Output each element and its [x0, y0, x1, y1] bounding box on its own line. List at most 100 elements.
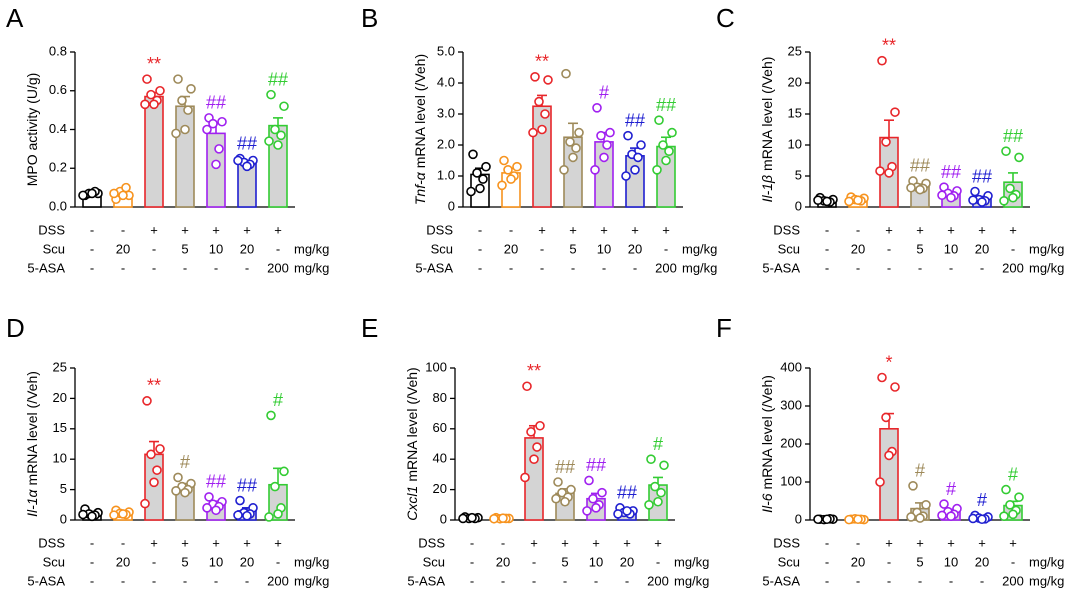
data-point — [177, 95, 187, 106]
data-point — [1001, 484, 1011, 495]
treatment-cell: + — [561, 535, 569, 550]
treatment-label: Scu — [43, 554, 65, 569]
treatment-cell: - — [825, 241, 829, 256]
data-point — [658, 140, 668, 150]
significance-label: * — [885, 352, 892, 372]
data-point — [543, 75, 553, 85]
y-axis-label-gene: Il-1β — [759, 175, 775, 202]
data-point — [242, 510, 252, 521]
y-tick-label: 0 — [60, 511, 67, 526]
y-tick-label: 15 — [53, 420, 67, 435]
data-point — [890, 382, 900, 392]
treatment-cell: 10 — [944, 241, 958, 256]
data-point — [553, 477, 563, 487]
treatment-label: 5-ASA — [27, 260, 65, 275]
y-tick-label: 0 — [440, 511, 447, 526]
y-axis-label: Tnf-α mRNA level (/Veh) — [412, 54, 428, 205]
panel-letter: C — [716, 3, 735, 33]
data-point — [1001, 146, 1011, 156]
data-point — [822, 514, 832, 525]
data-point — [659, 460, 669, 471]
treatment-cell: + — [631, 222, 639, 237]
data-point — [512, 161, 522, 172]
treatment-cell: - — [245, 573, 249, 588]
data-point — [884, 450, 894, 461]
treatment-cell: - — [918, 260, 922, 275]
treatment-cell: - — [470, 535, 474, 550]
treatment-cell: 5 — [561, 554, 568, 569]
treatment-cell: - — [949, 573, 953, 588]
data-point — [540, 109, 550, 119]
data-point — [560, 496, 570, 507]
treatment-cell: - — [90, 535, 94, 550]
treatment-cell: 200 — [1002, 260, 1024, 275]
treatment-cell: + — [978, 535, 986, 550]
treatment-cell: - — [887, 241, 891, 256]
data-point — [915, 184, 925, 195]
data-point — [582, 506, 592, 516]
data-point — [214, 144, 224, 154]
treatment-cell: 5 — [916, 241, 923, 256]
data-point — [937, 190, 947, 201]
treatment-unit: mg/kg — [1029, 241, 1064, 256]
data-point — [999, 196, 1009, 206]
treatment-unit: mg/kg — [1029, 554, 1064, 569]
data-point — [592, 103, 602, 113]
data-point — [233, 510, 243, 520]
data-point — [142, 396, 152, 406]
data-point — [939, 499, 949, 509]
data-point — [146, 449, 156, 460]
treatment-cell: - — [121, 573, 125, 588]
treatment-cell: 200 — [655, 260, 677, 275]
significance-label: ## — [617, 483, 637, 503]
treatment-label: 5-ASA — [762, 260, 800, 275]
significance-label: # — [273, 390, 283, 410]
treatment-cell: + — [654, 535, 662, 550]
significance-label: ## — [206, 472, 226, 492]
treatment-cell: 200 — [1002, 573, 1024, 588]
treatment-cell: - — [949, 260, 953, 275]
data-point — [458, 513, 468, 524]
treatment-unit: mg/kg — [682, 241, 717, 256]
treatment-cell: 10 — [944, 554, 958, 569]
data-point — [499, 155, 509, 166]
treatment-cell: - — [478, 241, 482, 256]
data-point — [999, 511, 1009, 522]
treatment-cell: - — [152, 260, 156, 275]
data-point — [565, 137, 575, 147]
data-point — [584, 475, 594, 486]
treatment-cell: + — [181, 535, 189, 550]
treatment-cell: + — [212, 222, 220, 237]
data-point — [109, 188, 119, 199]
data-point — [146, 89, 156, 100]
treatment-cell: - — [245, 260, 249, 275]
y-axis-label-text: MPO activity (U/g) — [24, 73, 40, 187]
treatment-cell: + — [212, 535, 220, 550]
treatment-cell: - — [825, 535, 829, 550]
treatment-cell: - — [656, 554, 660, 569]
treatment-cell: 20 — [504, 241, 518, 256]
data-point — [813, 195, 823, 205]
data-point — [475, 183, 485, 194]
treatment-cell: - — [664, 241, 668, 256]
data-point — [884, 168, 894, 178]
treatment-cell: - — [602, 260, 606, 275]
treatment-label: Scu — [423, 554, 445, 569]
data-point — [529, 454, 539, 465]
treatment-cell: - — [825, 222, 829, 237]
data-point — [534, 96, 544, 107]
data-point — [970, 186, 980, 197]
y-tick-label: 15 — [788, 105, 802, 120]
treatment-cell: 20 — [240, 241, 254, 256]
data-point — [908, 480, 918, 491]
data-point — [968, 513, 978, 524]
treatment-cell: - — [540, 260, 544, 275]
panel-letter: A — [6, 3, 24, 33]
treatment-cell: 20 — [240, 554, 254, 569]
treatment-cell: + — [243, 222, 251, 237]
y-tick-label: 5 — [60, 481, 67, 496]
y-axis-label: Il-1β mRNA level (/Veh) — [759, 57, 775, 203]
data-point — [566, 484, 576, 495]
treatment-cell: + — [600, 222, 608, 237]
data-point — [78, 509, 88, 520]
